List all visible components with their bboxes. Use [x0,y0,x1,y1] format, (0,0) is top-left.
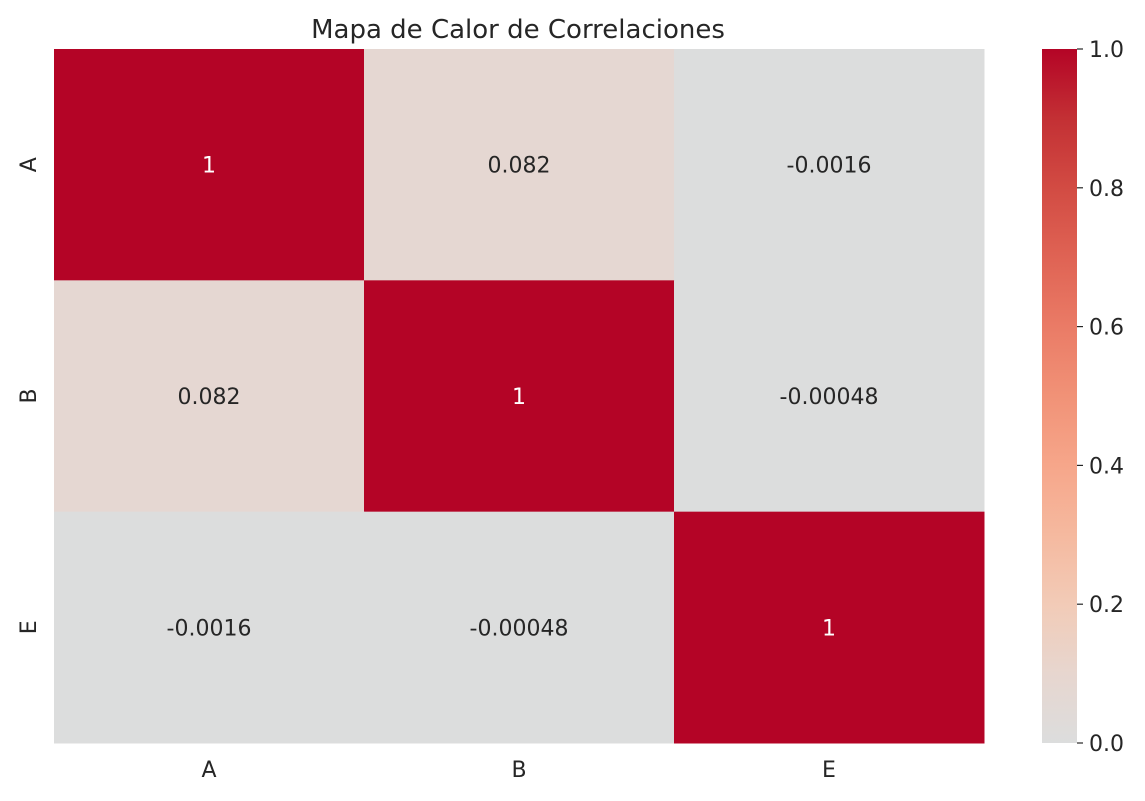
heatmap-cell-E-A [54,511,365,744]
y-tick-label-B: B [17,388,42,403]
heatmap-cell-A-B [364,49,675,281]
chart-title: Mapa de Calor de Correlaciones [311,15,725,45]
heatmap-cell-E-B [364,511,675,744]
heatmap-cell-B-E [674,280,985,513]
cell-label-A-B: 0.082 [488,154,551,179]
cell-label-A-E: -0.0016 [787,154,872,179]
y-tick-label-A: A [17,157,42,172]
heatmap-cell-A-E [674,49,985,281]
cell-label-B-E: -0.00048 [780,385,879,410]
x-tick-label-B: B [511,758,526,783]
x-tick-label-A: A [201,758,216,783]
heatmap-cell-E-E [674,511,985,744]
colorbar-gradient [1042,49,1077,743]
heatmap-cells [54,49,985,744]
y-axis: A B E [17,157,42,634]
colorbar-tick-label-0.2: 0.2 [1089,593,1124,618]
cell-label-E-A: -0.0016 [167,616,252,641]
colorbar-tick-label-0.0: 0.0 [1089,732,1124,757]
heatmap-cell-B-A [54,280,365,513]
cell-label-B-B: 1 [512,385,526,410]
colorbar-tick-label-0.4: 0.4 [1089,454,1124,479]
x-tick-label-E: E [822,758,836,783]
heatmap-cell-labels: 1 0.082 -0.0016 0.082 1 -0.00048 -0.0016 -0.000… [167,154,879,642]
cell-label-A-A: 1 [202,154,216,179]
cell-label-E-B: -0.00048 [470,616,569,641]
colorbar-tick-label-1.0: 1.0 [1089,38,1124,63]
colorbar-tick-label-0.8: 0.8 [1089,177,1124,202]
heatmap-cell-A-A [54,49,365,281]
cell-label-E-E: 1 [822,616,836,641]
colorbar-tick-label-0.6: 0.6 [1089,316,1124,341]
y-tick-label-E: E [17,620,42,634]
colorbar: 0.0 0.2 0.4 0.6 0.8 1.0 [1042,38,1124,757]
heatmap-cell-B-B [364,280,675,513]
cell-label-B-A: 0.082 [178,385,241,410]
